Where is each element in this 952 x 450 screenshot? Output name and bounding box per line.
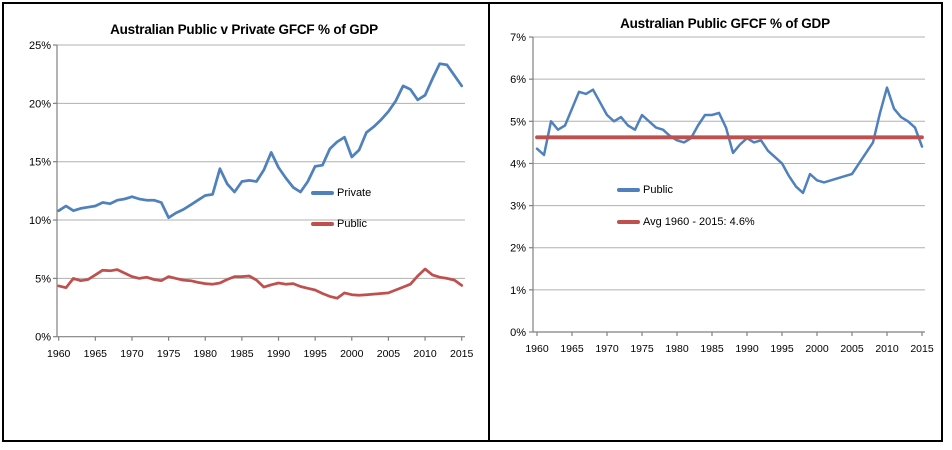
y-tick-label: 3% (510, 201, 526, 213)
legend-label-private: Private (337, 187, 372, 199)
panel-divider (488, 2, 490, 442)
right-chart-plot: 0% 1% 2% 3% 4% 5% 6% 7% 1960 1965 1970 1975 1980 1985… (510, 32, 934, 355)
y-tick-label: 10% (29, 215, 51, 227)
x-tick-label: 2000 (340, 348, 364, 360)
x-tick-label: 1965 (84, 348, 108, 360)
x-tick-label: 1980 (194, 348, 218, 360)
y-tick-label: 4% (510, 158, 526, 170)
x-tick-label: 1980 (665, 343, 689, 355)
legend-label-public: Public (337, 218, 367, 230)
legend-label-average: Avg 1960 - 2015: 4.6% (643, 216, 755, 228)
legend-item-public: Public (311, 217, 371, 231)
public-series-swatch-right (617, 188, 640, 192)
left-private-line (57, 62, 464, 220)
x-tick-label: 2010 (875, 343, 899, 355)
x-tick-label: 2000 (805, 343, 829, 355)
x-tick-label: 1985 (700, 343, 724, 355)
x-tick-label: 1975 (157, 348, 181, 360)
x-tick-label: 1995 (770, 343, 794, 355)
x-tick-label: 2005 (377, 348, 401, 360)
left-chart-plot: 0% 5% 10% 15% 20% 25% 1960 1965 1970 1975 1980 1985… (29, 40, 474, 360)
x-tick-label: 1970 (120, 348, 144, 360)
x-tick-label: 1990 (267, 348, 291, 360)
x-tick-label: 1985 (230, 348, 254, 360)
private-series-swatch (311, 191, 334, 195)
y-tick-label: 1% (510, 285, 526, 297)
left-chart-title: Australian Public v Private GFCF % of GD… (110, 22, 378, 37)
right-public-line (535, 86, 924, 195)
x-tick-label: 2015 (450, 348, 474, 360)
right-chart-title: Australian Public GFCF % of GDP (620, 16, 830, 31)
x-tick-label: 2015 (910, 343, 934, 355)
y-tick-label: 5% (510, 116, 526, 128)
x-tick-label: 1960 (525, 343, 549, 355)
y-tick-label: 2% (510, 243, 526, 255)
y-tick-label: 5% (35, 273, 51, 285)
x-tick-label: 2010 (413, 348, 437, 360)
legend-label-public-right: Public (643, 184, 673, 196)
y-tick-label: 20% (29, 98, 51, 110)
x-tick-label: 1975 (630, 343, 654, 355)
x-tick-label: 1970 (595, 343, 619, 355)
x-tick-label: 1990 (735, 343, 759, 355)
legend-item-public-right: Public (617, 183, 755, 197)
y-tick-label: 0% (510, 327, 526, 339)
y-tick-label: 25% (29, 40, 51, 52)
average-line-swatch (617, 220, 640, 224)
legend-item-private: Private (311, 186, 371, 200)
x-tick-label: 1960 (47, 348, 71, 360)
y-tick-label: 0% (35, 332, 51, 344)
y-tick-label: 7% (510, 32, 526, 44)
right-chart-legend: Public Avg 1960 - 2015: 4.6% (617, 183, 755, 247)
x-tick-label: 2005 (840, 343, 864, 355)
x-tick-label: 1965 (560, 343, 584, 355)
legend-item-average: Avg 1960 - 2015: 4.6% (617, 215, 755, 229)
y-tick-label: 15% (29, 157, 51, 169)
left-chart-legend: Private Public (311, 186, 371, 248)
y-tick-label: 6% (510, 74, 526, 86)
left-public-line (57, 267, 464, 300)
x-tick-label: 1995 (303, 348, 327, 360)
public-series-swatch (311, 222, 334, 226)
